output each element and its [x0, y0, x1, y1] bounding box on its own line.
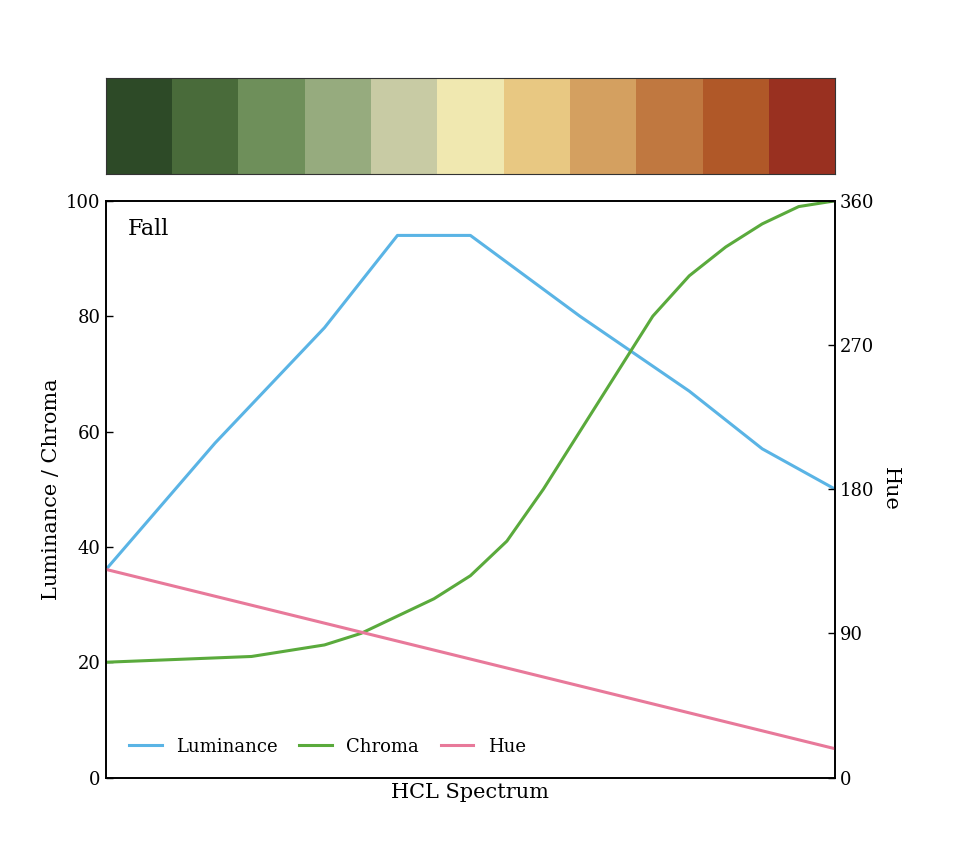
Bar — [703, 78, 769, 174]
Bar — [371, 78, 437, 174]
X-axis label: HCL Spectrum: HCL Spectrum — [392, 783, 549, 802]
Bar — [636, 78, 703, 174]
Y-axis label: Luminance / Chroma: Luminance / Chroma — [41, 378, 60, 600]
Bar — [238, 78, 304, 174]
Bar — [172, 78, 238, 174]
Bar — [304, 78, 371, 174]
Bar — [769, 78, 835, 174]
Legend: Luminance, Chroma, Hue: Luminance, Chroma, Hue — [122, 730, 533, 763]
Bar — [570, 78, 636, 174]
Text: Fall: Fall — [128, 218, 169, 240]
Y-axis label: Hue: Hue — [880, 467, 900, 511]
Bar — [504, 78, 570, 174]
Bar — [437, 78, 504, 174]
Bar — [106, 78, 172, 174]
